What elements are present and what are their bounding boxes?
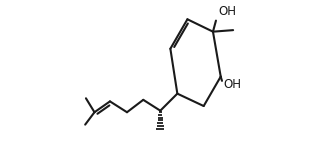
Text: OH: OH: [223, 78, 241, 91]
Text: OH: OH: [218, 5, 236, 18]
